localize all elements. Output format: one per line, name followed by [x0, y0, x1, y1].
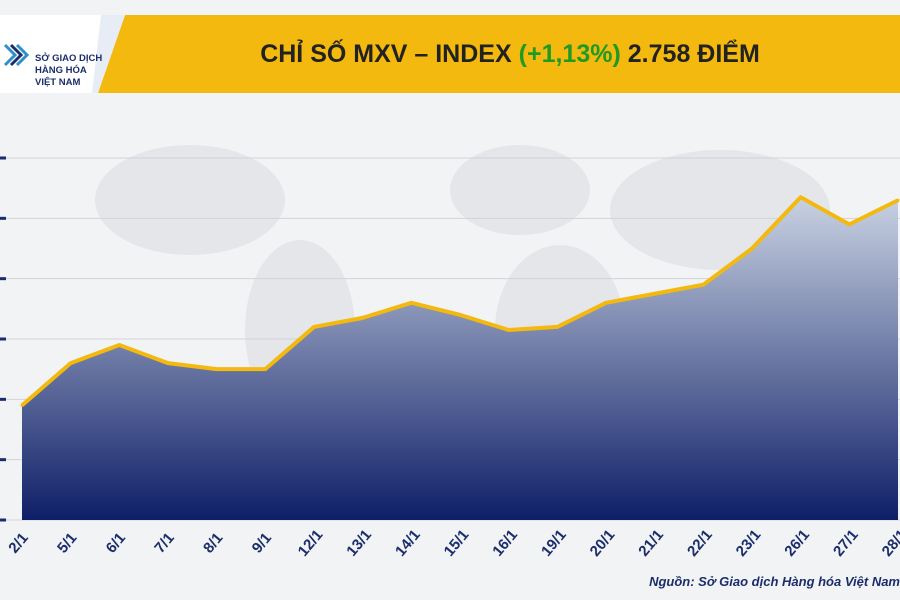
data-point	[896, 198, 900, 202]
data-point	[799, 195, 803, 199]
x-tick-label: 14/1	[392, 526, 424, 559]
data-point	[847, 222, 851, 226]
logo-line: HÀNG HÓA	[35, 65, 87, 76]
x-tick-label: 12/1	[295, 526, 327, 559]
data-point	[458, 313, 462, 317]
data-point	[701, 283, 705, 287]
x-tick-label: 20/1	[587, 526, 619, 559]
data-point	[361, 316, 365, 320]
data-point	[166, 361, 170, 365]
data-point	[215, 367, 219, 371]
y-axis-ticks	[0, 156, 6, 522]
data-point	[555, 325, 559, 329]
x-tick-label: 21/1	[635, 526, 667, 559]
title-change: (+1,13%)	[518, 39, 621, 68]
x-axis-labels: 2/1 5/1 6/1 7/1 8/1 9/1 12/1 13/1 14/1 15/1 16/1 19…	[5, 526, 900, 559]
chart-title: CHỈ SỐ MXV – INDEX (+1,13%) 2.758 ĐIỂM	[120, 15, 900, 93]
mxv-index-chart: 2/1 5/1 6/1 7/1 8/1 9/1 12/1 13/1 14/1 15/1 16/1 19…	[0, 145, 900, 560]
x-tick-label: 19/1	[538, 526, 570, 559]
x-tick-label: 7/1	[151, 530, 177, 557]
logo-line: SỞ GIAO DỊCH	[35, 53, 103, 64]
data-point	[653, 292, 657, 296]
logo-line: VIỆT NAM	[35, 77, 81, 88]
x-tick-label: 13/1	[343, 526, 375, 559]
logo-text: SỞ GIAO DỊCH HÀNG HÓA VIỆT NAM	[35, 53, 130, 89]
x-tick-label: 26/1	[781, 526, 813, 559]
y-tick-mark	[0, 458, 6, 462]
title-banner	[0, 15, 900, 93]
x-tick-label: 8/1	[200, 530, 226, 557]
x-tick-label: 2/1	[5, 530, 31, 557]
logo-chevrons-icon	[3, 43, 30, 67]
x-tick-label: 27/1	[830, 526, 862, 559]
data-point	[750, 247, 754, 250]
x-tick-label: 28/1	[879, 526, 900, 559]
logo-shape	[0, 15, 125, 93]
data-point	[604, 301, 608, 305]
y-tick-mark	[0, 397, 6, 401]
x-tick-label: 5/1	[54, 530, 80, 557]
data-point	[69, 361, 73, 365]
x-tick-label: 22/1	[684, 526, 716, 559]
mxv-logo: SỞ GIAO DỊCH HÀNG HÓA VIỆT NAM	[0, 15, 125, 93]
y-tick-mark	[0, 518, 6, 522]
data-point	[409, 301, 413, 305]
area-series	[20, 195, 900, 520]
source-note: Nguồn: Sở Giao dịch Hàng hóa Việt Nam	[649, 574, 900, 589]
y-tick-mark	[0, 156, 6, 160]
x-tick-label: 16/1	[489, 526, 521, 559]
y-tick-mark	[0, 337, 6, 341]
data-point	[312, 325, 316, 329]
y-tick-mark	[0, 216, 6, 220]
x-tick-label: 23/1	[733, 526, 765, 559]
y-tick-mark	[0, 277, 6, 281]
x-tick-label: 6/1	[103, 530, 129, 557]
x-tick-label: 9/1	[249, 530, 275, 557]
data-point	[507, 328, 511, 332]
title-value: 2.758 ĐIỂM	[627, 39, 760, 68]
data-point	[20, 403, 24, 407]
title-prefix: CHỈ SỐ MXV – INDEX	[260, 39, 512, 68]
data-point	[117, 343, 121, 347]
x-tick-label: 15/1	[441, 526, 473, 559]
area-fill	[22, 197, 898, 520]
data-point	[263, 367, 267, 371]
